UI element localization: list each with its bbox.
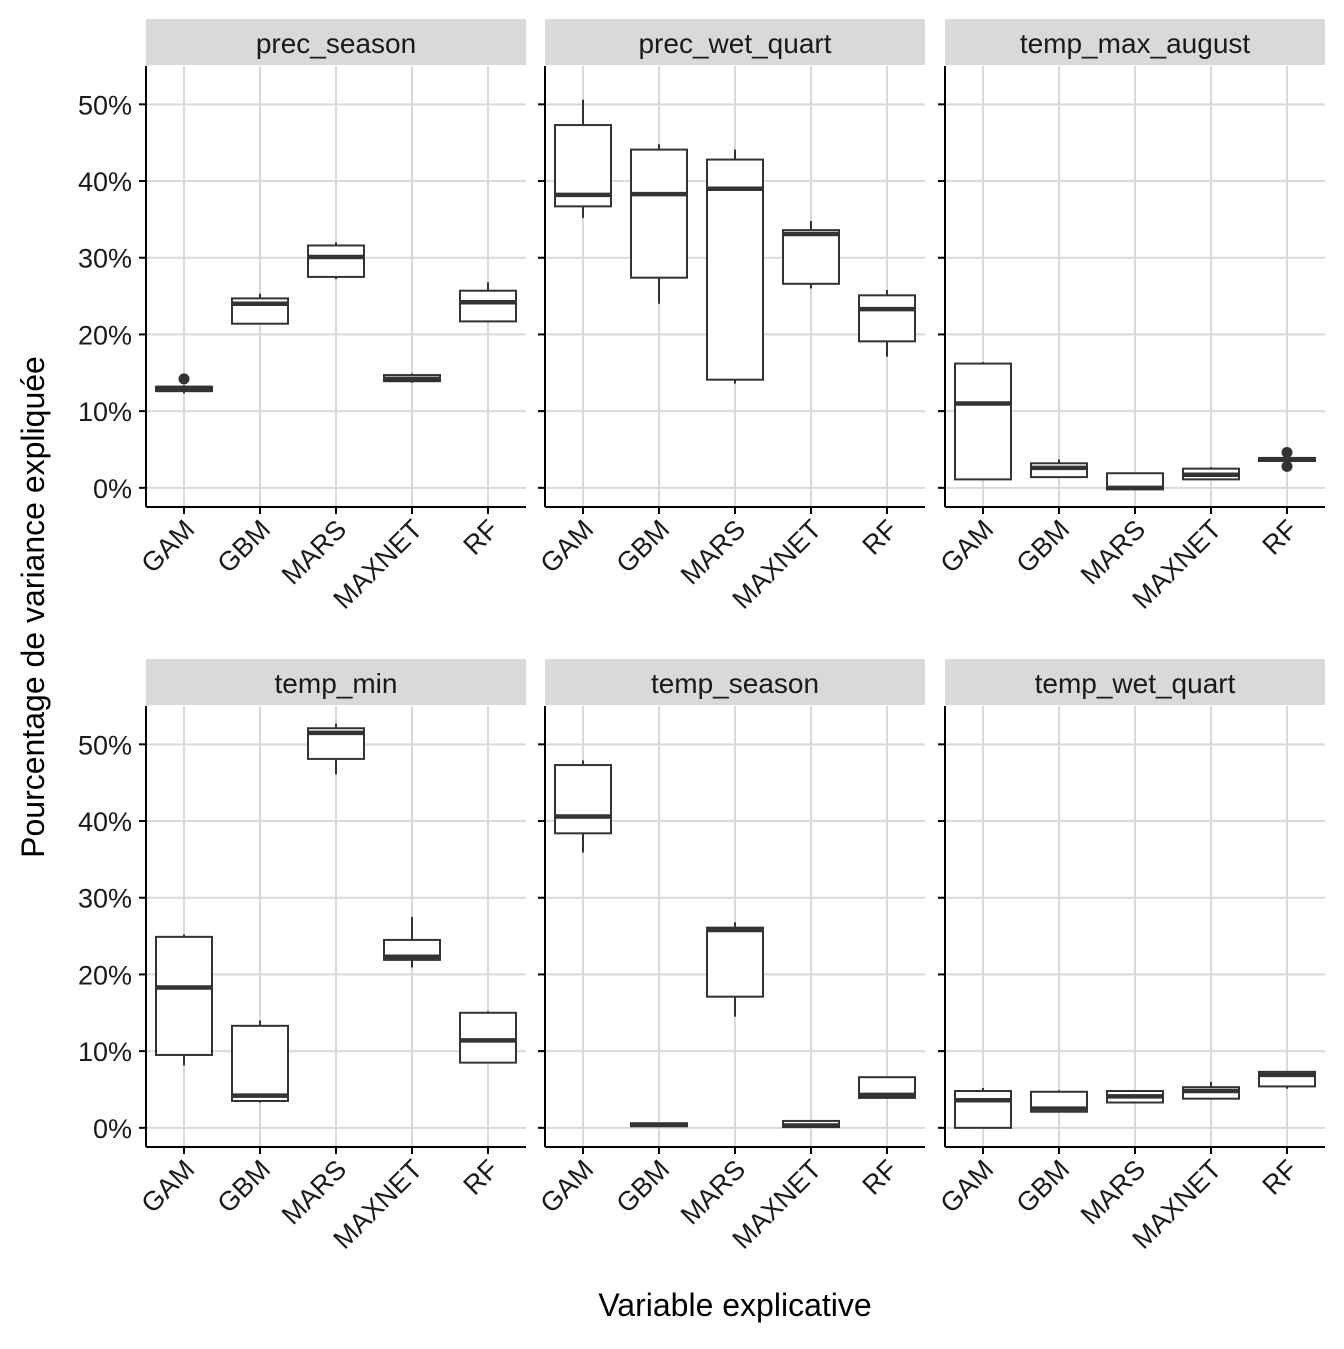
facet-title: temp_wet_quart xyxy=(1035,668,1236,699)
box-mars xyxy=(706,922,764,1017)
box-rf xyxy=(1258,447,1316,472)
box-iqr xyxy=(231,1024,289,1102)
box-iqr xyxy=(706,158,764,381)
y-tick-label: 40% xyxy=(78,167,132,197)
facet-title: temp_min xyxy=(275,668,398,699)
box-iqr xyxy=(1030,462,1088,479)
box-iqr xyxy=(782,229,840,285)
box-maxnet xyxy=(782,220,840,289)
box-rf xyxy=(858,1076,916,1099)
box-maxnet xyxy=(1182,1081,1240,1100)
outlier-point xyxy=(178,373,190,385)
facet-title: prec_season xyxy=(256,28,416,59)
box-mars xyxy=(307,242,365,280)
facet-strip xyxy=(146,19,526,65)
box-rf xyxy=(459,282,517,323)
facet-strip xyxy=(945,19,1325,65)
box-mars xyxy=(307,723,365,775)
y-tick-label: 30% xyxy=(78,884,132,914)
box-mars xyxy=(1106,472,1164,491)
box-iqr xyxy=(630,148,688,279)
facet-strip xyxy=(545,659,925,705)
box-maxnet xyxy=(383,373,441,383)
box-maxnet xyxy=(383,916,441,968)
box-mars xyxy=(1106,1090,1164,1104)
facet-strip xyxy=(146,659,526,705)
outlier-point xyxy=(1281,460,1293,472)
y-tick-label: 50% xyxy=(78,730,132,760)
box-iqr xyxy=(459,289,517,323)
box-gam xyxy=(954,362,1012,481)
box-gbm xyxy=(1030,1090,1088,1113)
box-iqr xyxy=(155,935,213,1056)
box-gbm xyxy=(231,1020,289,1103)
box-maxnet xyxy=(1182,467,1240,481)
box-rf xyxy=(858,289,916,357)
y-tick-label: 0% xyxy=(93,1114,132,1144)
box-gam xyxy=(155,373,213,394)
box-gam xyxy=(554,760,612,853)
y-tick-label: 40% xyxy=(78,807,132,837)
box-gbm xyxy=(630,1122,688,1128)
box-gbm xyxy=(1030,459,1088,479)
box-maxnet xyxy=(782,1119,840,1129)
y-tick-label: 10% xyxy=(78,397,132,427)
facet-strip xyxy=(545,19,925,65)
facet-strip xyxy=(945,659,1325,705)
box-gam xyxy=(554,99,612,218)
y-tick-label: 0% xyxy=(93,474,132,504)
box-iqr xyxy=(858,294,916,343)
box-iqr xyxy=(954,362,1012,481)
box-iqr xyxy=(307,244,365,278)
y-axis-title: Pourcentage de variance expliquée xyxy=(15,356,51,858)
box-gbm xyxy=(231,293,289,325)
y-tick-label: 10% xyxy=(78,1037,132,1067)
y-tick-label: 30% xyxy=(78,244,132,274)
box-iqr xyxy=(954,1090,1012,1129)
box-iqr xyxy=(554,764,612,835)
box-gam xyxy=(954,1087,1012,1129)
facet-title: temp_season xyxy=(651,668,819,699)
y-tick-label: 20% xyxy=(78,960,132,990)
box-rf xyxy=(1258,1070,1316,1089)
x-axis-title: Variable explicative xyxy=(598,1287,871,1323)
outlier-point xyxy=(1281,447,1293,459)
facet-title: temp_max_august xyxy=(1020,28,1251,59)
y-tick-label: 50% xyxy=(78,90,132,120)
box-gam xyxy=(155,934,213,1066)
box-rf xyxy=(459,1011,517,1064)
box-gbm xyxy=(630,144,688,304)
box-iqr xyxy=(706,926,764,998)
box-iqr xyxy=(459,1011,517,1064)
y-tick-label: 20% xyxy=(78,320,132,350)
box-mars xyxy=(706,149,764,384)
facet-title: prec_wet_quart xyxy=(638,28,831,59)
